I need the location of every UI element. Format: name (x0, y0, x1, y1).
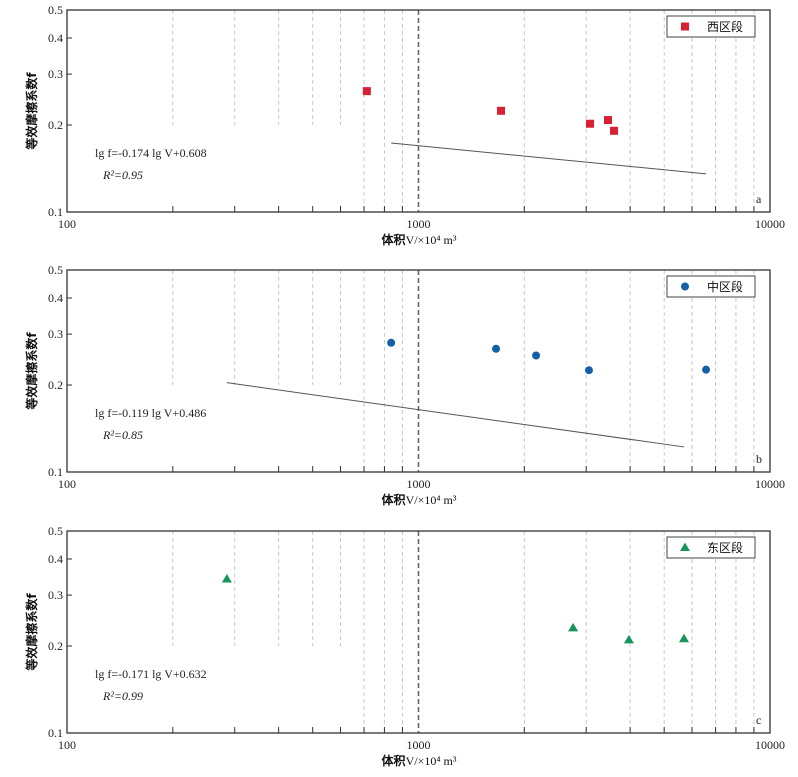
legend-box (666, 15, 756, 38)
legend-marker (681, 282, 689, 291)
data-point (586, 119, 595, 128)
legend-label: 西区段 (707, 19, 743, 34)
y-tick-label: 0.5 (48, 263, 63, 277)
legend-box (666, 275, 756, 298)
x-axis-title-cn: 体积 (382, 753, 406, 768)
data-point (623, 634, 634, 644)
regression-equation: lg f=-0.171 lg V+0.632 (95, 667, 207, 681)
x-axis-title: 体积V/×10⁴ m³ (382, 492, 457, 507)
r-squared: R²=0.85 (102, 428, 143, 442)
y-tick-label: 0.3 (48, 327, 63, 341)
x-axis-title: 体积V/×10⁴ m³ (382, 232, 457, 247)
y-tick-label: 0.3 (48, 588, 63, 602)
x-axis-title: 体积V/×10⁴ m³ (382, 753, 457, 768)
r-squared: R²=0.95 (102, 168, 143, 182)
legend-box (666, 536, 756, 559)
y-tick-label: 0.4 (48, 291, 63, 305)
y-tick-label: 0.2 (48, 639, 63, 653)
y-axis-title: 等效摩擦系数f (24, 593, 39, 672)
r-squared: R²=0.99 (102, 689, 143, 703)
data-point (568, 622, 579, 632)
plot-frame (66, 530, 771, 734)
x-tick-label: 100 (58, 477, 76, 491)
y-axis-title: 等效摩擦系数f (24, 332, 39, 411)
legend-label: 中区段 (707, 279, 743, 294)
y-tick-label: 0.1 (48, 465, 63, 479)
y-tick-label: 0.1 (48, 205, 63, 219)
x-tick-label: 1000 (407, 217, 431, 231)
y-tick-label: 0.4 (48, 552, 63, 566)
data-point (387, 338, 396, 347)
data-point (584, 366, 593, 375)
plot-frame (66, 9, 771, 213)
x-axis-title-cn: 体积 (382, 492, 406, 507)
regression-equation: lg f=-0.174 lg V+0.608 (95, 146, 207, 160)
x-axis-title-unit: V/×10⁴ m³ (406, 233, 457, 247)
x-axis-title-unit: V/×10⁴ m³ (406, 493, 457, 507)
panel-letter: c (756, 713, 761, 727)
fit-line (226, 382, 685, 448)
data-point (532, 351, 541, 360)
x-tick-label: 100 (58, 738, 76, 752)
x-tick-label: 10000 (755, 477, 785, 491)
x-tick-label: 100 (58, 217, 76, 231)
data-point (497, 106, 506, 115)
legend-marker (680, 542, 690, 551)
y-tick-label: 0.2 (48, 118, 63, 132)
x-axis-title-cn: 体积 (382, 232, 406, 247)
data-point (362, 87, 371, 96)
fit-line (391, 142, 707, 175)
data-point (221, 574, 232, 583)
y-tick-label: 0.3 (48, 67, 63, 81)
y-tick-label: 0.2 (48, 378, 63, 392)
data-point (492, 344, 501, 353)
data-point (603, 116, 612, 125)
x-tick-label: 1000 (407, 477, 431, 491)
y-tick-label: 0.1 (48, 726, 63, 740)
x-tick-label: 1000 (407, 738, 431, 752)
legend-label: 东区段 (707, 540, 743, 555)
panel-a: 0.1 0.2 0.3 0.4 0.5 100 1000 10000 体积V/×10⁴ m³ 等效… (24, 3, 785, 247)
y-tick-label: 0.5 (48, 3, 63, 17)
plot-frame (66, 269, 771, 473)
regression-equation: lg f=-0.119 lg V+0.486 (95, 406, 206, 420)
data-point (702, 365, 711, 374)
panel-letter: b (756, 452, 762, 466)
x-tick-label: 10000 (755, 217, 785, 231)
y-tick-label: 0.4 (48, 31, 63, 45)
data-point (679, 633, 690, 643)
y-axis-title: 等效摩擦系数f (24, 72, 39, 151)
y-tick-label: 0.5 (48, 524, 63, 538)
panel-letter: a (756, 192, 762, 206)
x-axis-title-unit: V/×10⁴ m³ (406, 754, 457, 768)
x-tick-label: 10000 (755, 738, 785, 752)
legend-marker (681, 22, 689, 31)
data-point (610, 126, 619, 135)
